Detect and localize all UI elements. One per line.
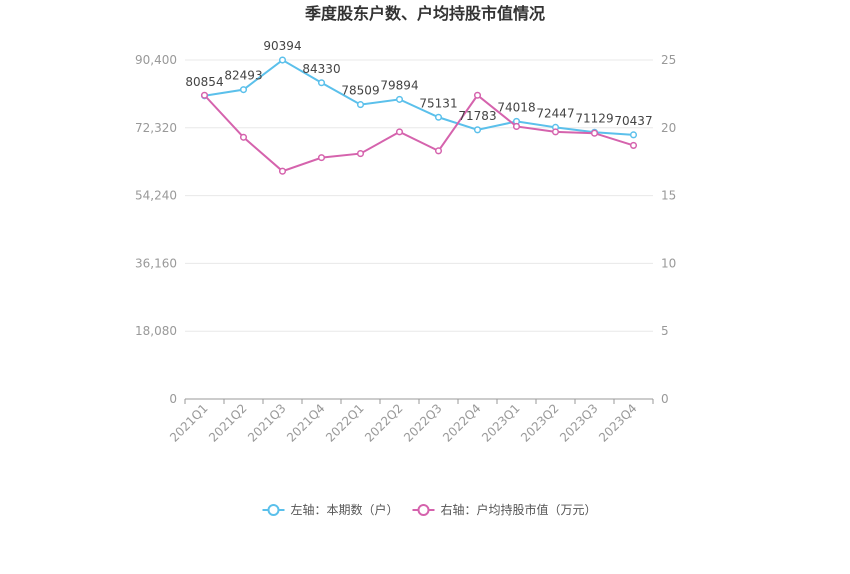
series-line-right [203,93,634,173]
data-label: 90394 [263,39,301,53]
x-tick-label: 2023Q3 [557,401,601,445]
series-layer [200,56,638,175]
series-line-left [204,58,634,136]
data-label: 72447 [536,106,574,120]
data-label: 79894 [380,78,418,92]
x-tick-label: 2022Q3 [401,401,445,445]
y-right-tick-label: 20 [661,121,676,135]
data-label: 75131 [419,96,457,110]
series-point-left [395,95,404,103]
y-left-tick-label: 18,080 [135,324,177,338]
chart-title: 季度股东户数、户均持股市值情况 [304,4,545,23]
series-point-left [473,126,482,134]
data-label: 78509 [341,84,379,98]
data-label: 71129 [575,111,613,125]
y-left-tick-label: 36,160 [135,256,177,270]
legend-item[interactable]: 右轴：户均持股市值（万元） [412,502,597,517]
x-tick-label: 2021Q3 [245,401,289,445]
series-point-right [317,154,326,162]
data-label: 82493 [224,69,262,83]
y-right-tick-label: 25 [661,53,676,67]
data-label: 71783 [458,109,496,123]
series-point-right [278,167,287,175]
series-point-right [551,128,560,136]
legend: 左轴：本期数（户） 右轴：户均持股市值（万元） [262,502,597,517]
series-point-left [278,56,287,64]
y-left-tick-label: 0 [169,392,177,406]
series-point-left [434,113,443,121]
legend-label: 右轴：户均持股市值（万元） [441,502,597,517]
x-tick-label: 2022Q1 [323,401,367,445]
series-point-left [356,101,365,109]
y-left-tick-label: 54,240 [135,189,177,203]
x-tick-label: 2021Q1 [167,401,211,445]
x-tick-label: 2022Q2 [362,401,406,445]
series-point-right [629,141,638,149]
legend-marker [267,504,280,516]
y-left-tick-label: 72,320 [135,121,177,135]
legend-marker [417,504,430,516]
series-point-left [629,131,638,139]
data-label: 70437 [614,114,652,128]
series-point-right [590,129,599,137]
y-left-tick-label: 90,400 [135,53,177,67]
y-right-tick-label: 15 [661,189,676,203]
series-point-left [317,79,326,87]
series-point-right [395,128,404,136]
legend-item[interactable]: 左轴：本期数（户） [262,502,399,517]
series-point-right [473,91,482,99]
data-label: 74018 [497,100,535,114]
y-right-tick-label: 5 [661,324,669,338]
x-tick-label: 2021Q2 [206,401,250,445]
x-tick-label: 2022Q4 [440,401,484,445]
y-right-tick-label: 0 [661,392,669,406]
x-tick-label: 2023Q4 [596,401,640,445]
grid-layer [185,59,653,332]
series-point-left [239,86,248,94]
data-label: 84330 [302,62,340,76]
series-point-right [239,133,248,141]
x-tick-label: 2021Q4 [284,401,328,445]
x-tick-label: 2023Q1 [479,401,523,445]
legend-label: 左轴：本期数（户） [291,502,399,517]
series-point-right [356,150,365,158]
series-point-right [512,122,521,130]
data-label: 80854 [185,75,223,89]
series-point-right [200,91,209,99]
y-right-tick-label: 10 [661,256,676,270]
x-tick-label: 2023Q2 [518,401,562,445]
series-point-right [434,147,443,155]
